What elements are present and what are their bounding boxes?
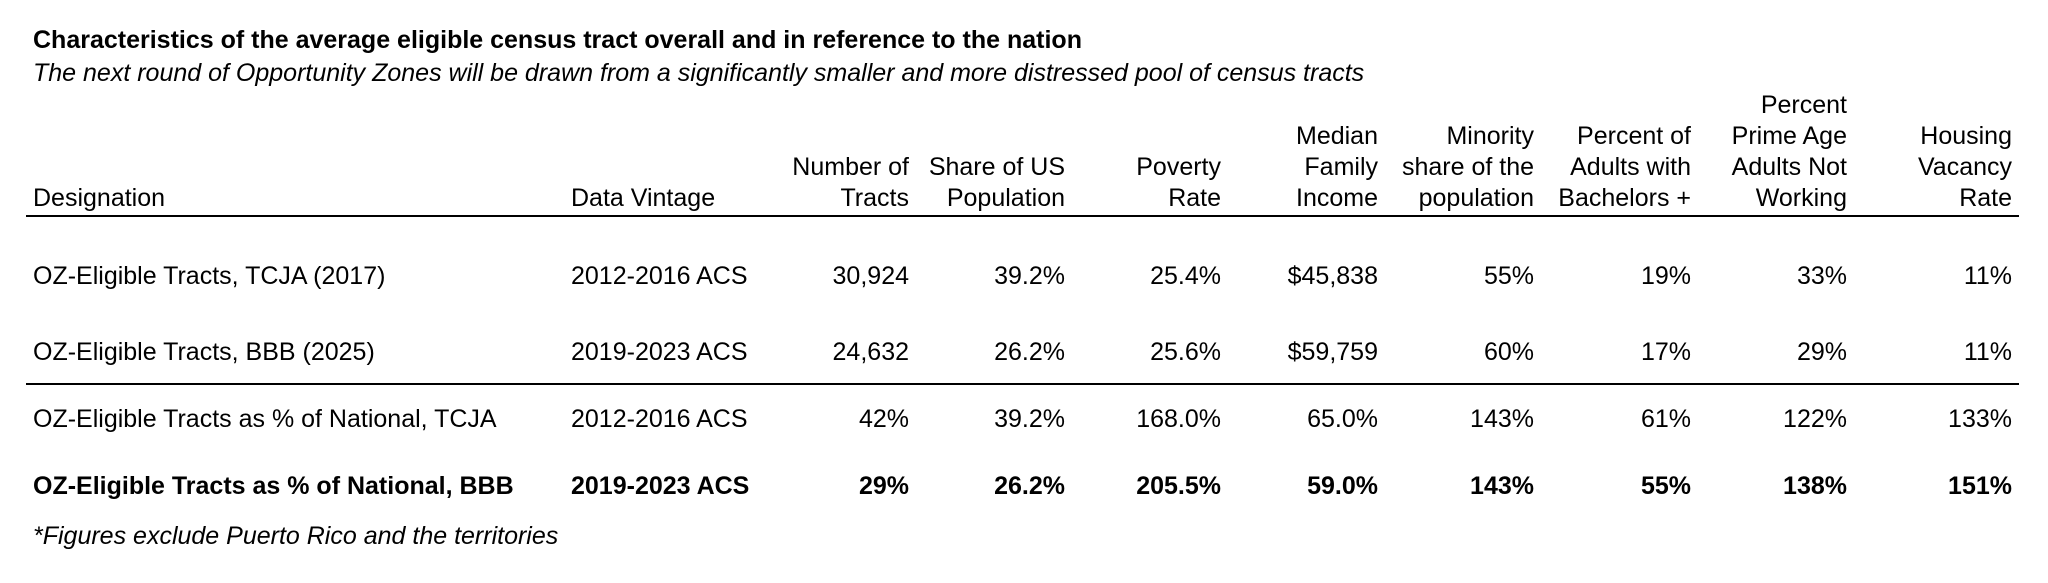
table-cell: 25.6% xyxy=(1072,321,1228,385)
column-header-minority-share: Minority share of the population xyxy=(1385,90,1541,217)
table-cell: 60% xyxy=(1385,321,1541,385)
table-title: Characteristics of the average eligible … xyxy=(33,26,1082,54)
header-row: Designation Data Vintage Number of Tracts… xyxy=(26,90,2019,217)
column-header-number-of-tracts: Number of Tracts xyxy=(759,90,916,217)
column-header-median-family-income: Median Family Income xyxy=(1228,90,1385,217)
table-cell: 143% xyxy=(1470,404,1534,433)
table-cell: $45,838 xyxy=(1287,261,1378,290)
table-subtitle: The next round of Opportunity Zones will… xyxy=(33,59,1365,87)
table-cell: 39.2% xyxy=(994,261,1065,290)
column-header-prime-age-not-working: Percent Prime Age Adults Not Working xyxy=(1698,90,1854,217)
table-cell: OZ-Eligible Tracts, TCJA (2017) xyxy=(33,261,386,290)
table-cell: 138% xyxy=(1783,472,1847,500)
table-cell: 55% xyxy=(1640,472,1691,500)
table-cell: 59.0% xyxy=(1307,472,1378,500)
table-cell: 61% xyxy=(1640,404,1691,433)
column-header-housing-vacancy-rate: Housing Vacancy Rate xyxy=(1854,90,2019,217)
column-header-data-vintage: Data Vintage xyxy=(564,90,759,217)
table-cell: 2012-2016 ACS xyxy=(571,404,748,433)
column-header-percent-bachelors: Percent of Adults with Bachelors + xyxy=(1541,90,1698,217)
characteristics-table: Designation Data Vintage Number of Tracts… xyxy=(26,90,2019,520)
table-cell: OZ-Eligible Tracts as % of National, TCJ… xyxy=(33,404,497,433)
table-cell: OZ-Eligible Tracts, BBB (2025) xyxy=(26,321,564,385)
table-cell: 39.2% xyxy=(994,404,1065,433)
table-row: OZ-Eligible Tracts, TCJA (2017) 2012-201… xyxy=(26,216,2019,321)
table-cell: 11% xyxy=(1854,321,2019,385)
table-cell: 65.0% xyxy=(1307,404,1378,433)
table-cell: 2019-2023 ACS xyxy=(564,321,759,385)
table-cell: 11% xyxy=(1963,261,2012,290)
table-cell: 143% xyxy=(1470,472,1534,500)
table-cell: $59,759 xyxy=(1228,321,1385,385)
table-cell: 151% xyxy=(1948,472,2012,500)
table-cell: 122% xyxy=(1783,404,1847,433)
table-cell: 2019-2023 ACS xyxy=(571,472,750,500)
column-header-designation: Designation xyxy=(26,90,564,217)
column-header-poverty-rate: Poverty Rate xyxy=(1072,90,1228,217)
table-cell: 29% xyxy=(858,472,909,500)
table-cell: 19% xyxy=(1640,261,1691,290)
table-cell: 24,632 xyxy=(759,321,916,385)
table-cell: 30,924 xyxy=(832,261,909,290)
table-cell: 133% xyxy=(1948,404,2012,433)
table-cell: 205.5% xyxy=(1136,472,1221,500)
table-cell: 33% xyxy=(1796,261,1847,290)
table-cell: 29% xyxy=(1698,321,1854,385)
table-row: OZ-Eligible Tracts, BBB (2025) 2019-2023… xyxy=(26,321,2019,385)
table-cell: 168.0% xyxy=(1136,404,1221,433)
column-header-share-of-us-population: Share of US Population xyxy=(916,90,1072,217)
table-cell: 25.4% xyxy=(1150,261,1221,290)
footnote: *Figures exclude Puerto Rico and the ter… xyxy=(33,522,559,550)
table-cell: 2012-2016 ACS xyxy=(571,261,748,290)
table-cell: 55% xyxy=(1483,261,1534,290)
table-cell: 26.2% xyxy=(994,472,1065,500)
table-cell: 17% xyxy=(1541,321,1698,385)
table-row: OZ-Eligible Tracts as % of National, TCJ… xyxy=(26,384,2019,453)
table-cell: OZ-Eligible Tracts as % of National, BBB xyxy=(33,472,514,500)
table-cell: 26.2% xyxy=(916,321,1072,385)
table-row: OZ-Eligible Tracts as % of National, BBB… xyxy=(26,453,2019,520)
table-cell: 42% xyxy=(858,404,909,433)
